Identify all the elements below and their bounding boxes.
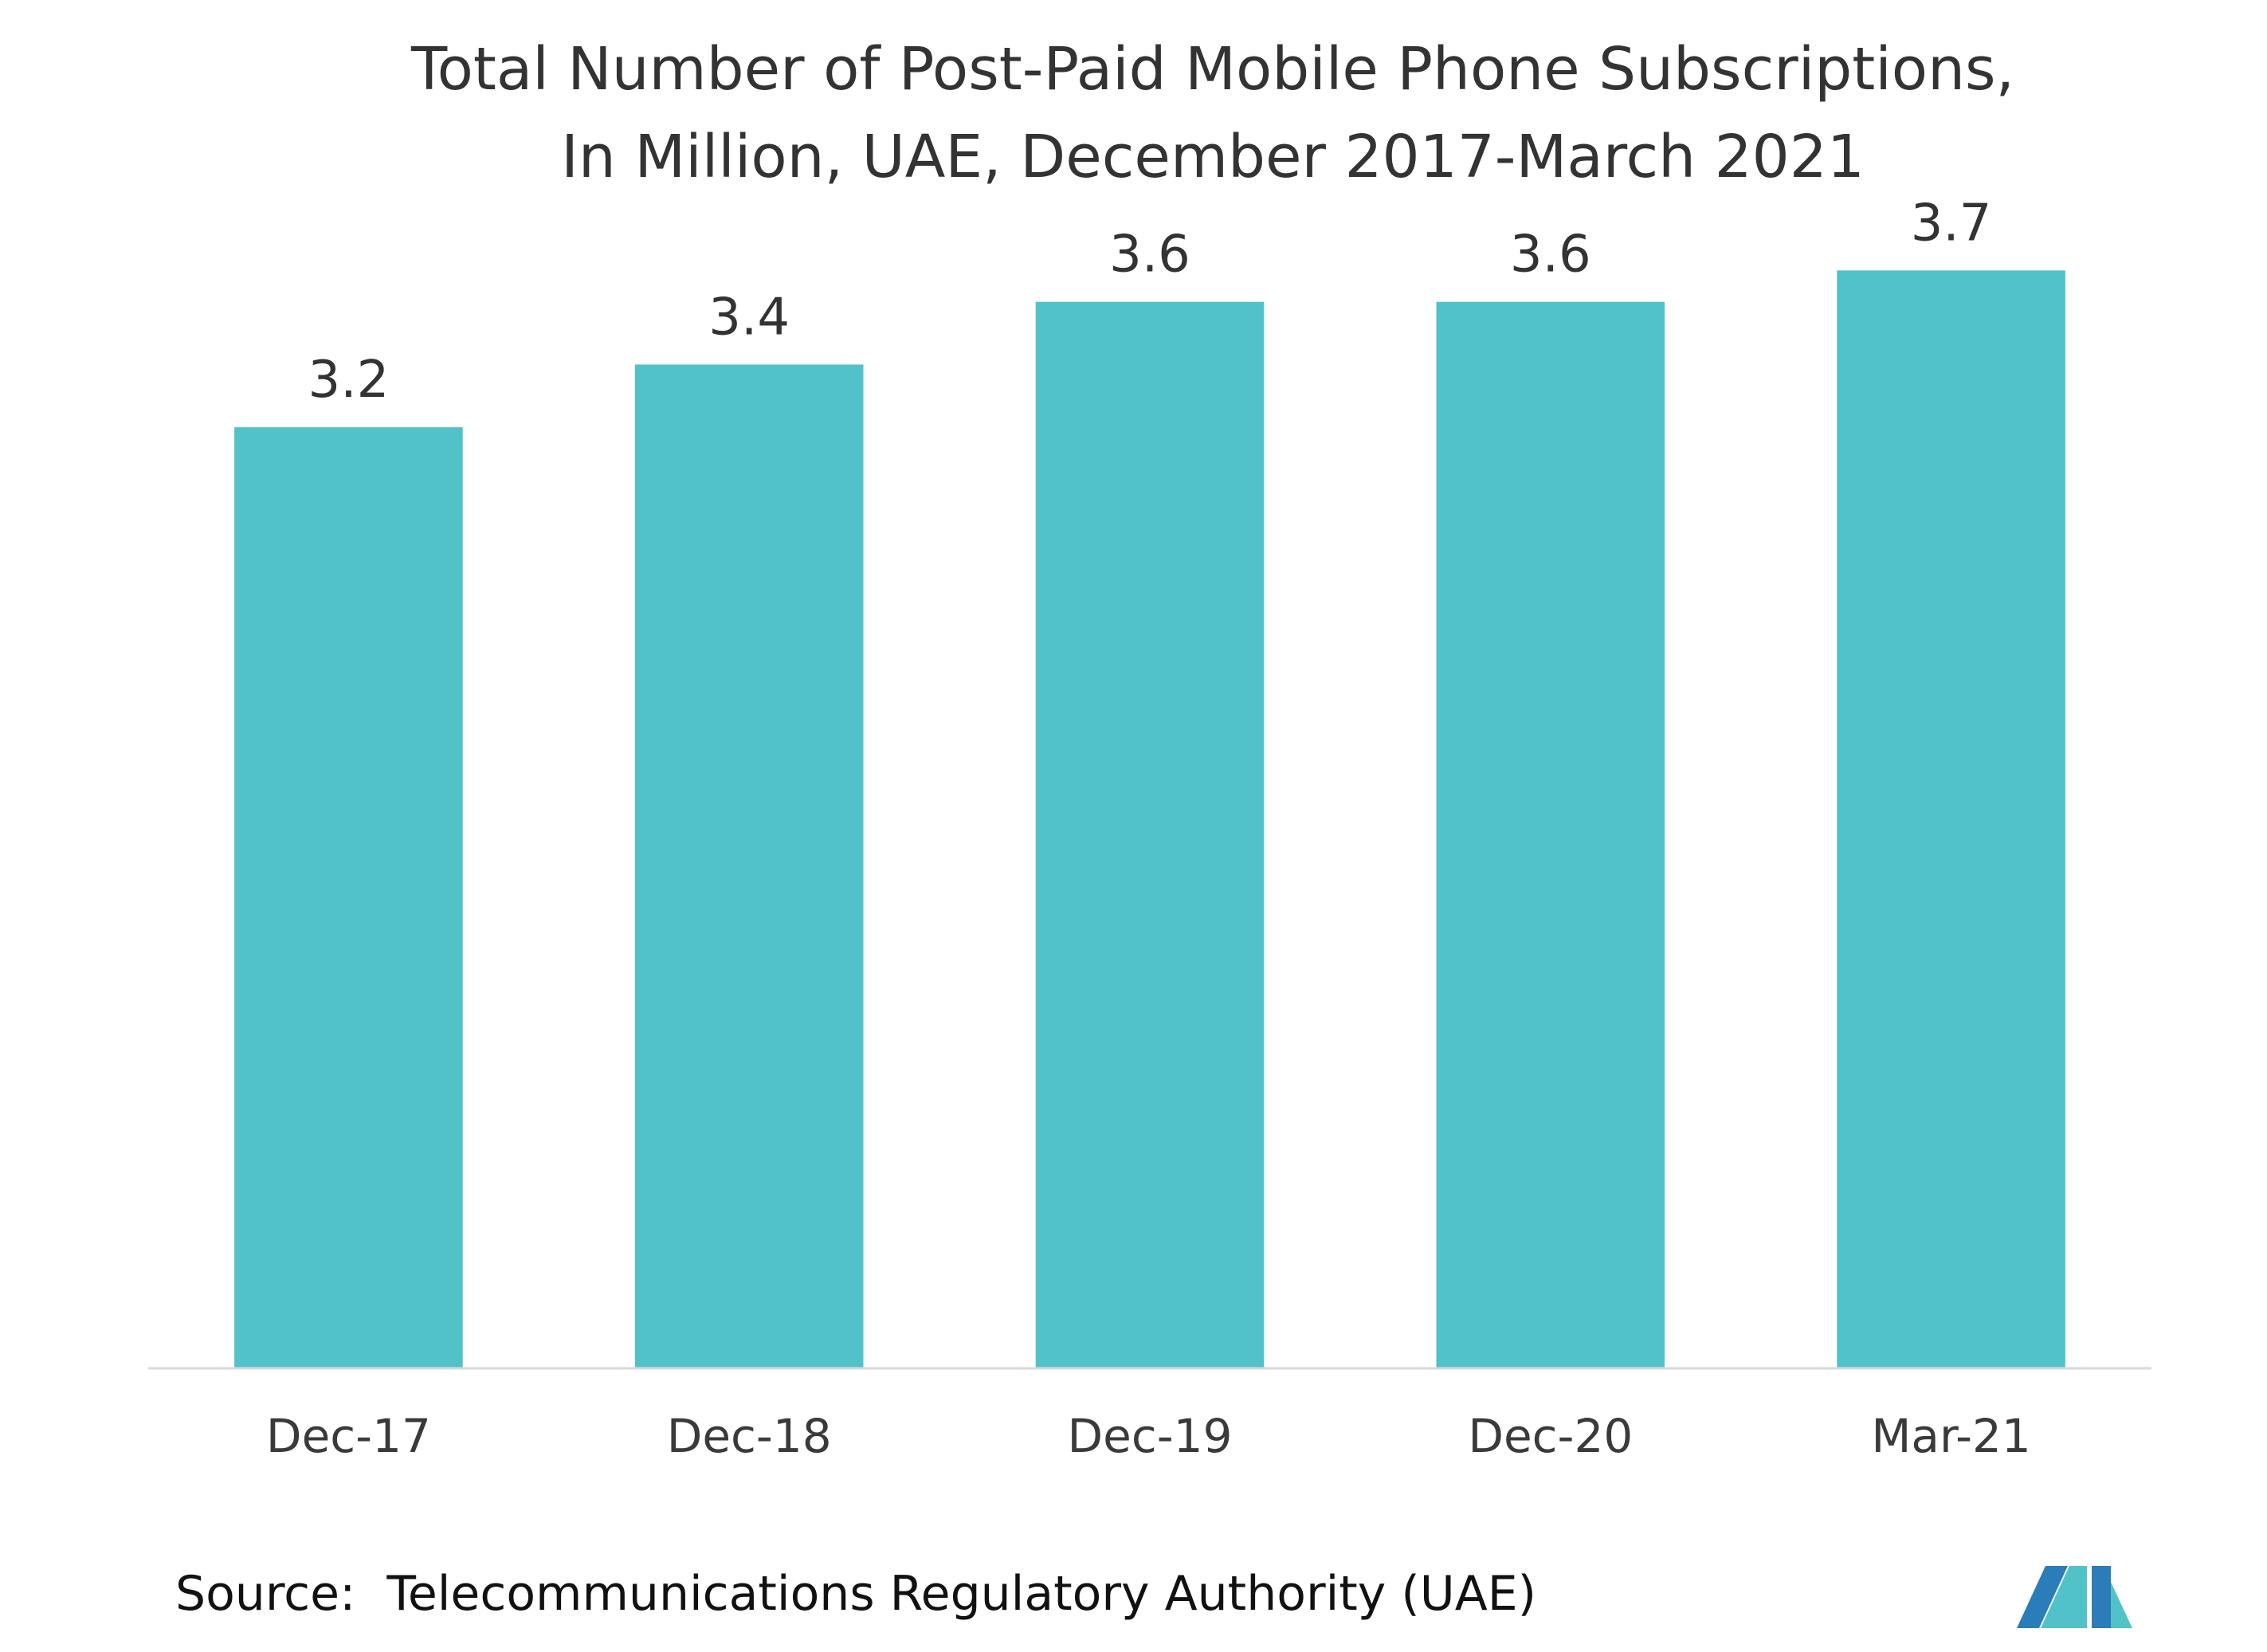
data-labels: 3.2 3.4 3.6 3.6 3.7	[308, 194, 1992, 410]
logo-shape-light-middle	[2041, 1566, 2087, 1628]
logo-shape-dark-left	[2017, 1566, 2068, 1628]
x-axis-tick-label: Dec-17	[266, 1409, 431, 1463]
x-axis-tick-label: Mar-21	[1871, 1409, 2030, 1463]
x-axis-tick-label: Dec-19	[1068, 1409, 1233, 1463]
data-label: 3.6	[1109, 226, 1190, 284]
chart-title-line-1: Total Number of Post-Paid Mobile Phone S…	[410, 35, 2014, 104]
data-label: 3.4	[708, 288, 790, 347]
mordor-intelligence-logo-icon	[2017, 1566, 2132, 1628]
logo-shape-light-right	[2111, 1582, 2132, 1628]
bar-mar-21	[1837, 270, 2065, 1369]
source-label: Source:	[175, 1566, 355, 1622]
x-axis-tick-labels: Dec-17 Dec-18 Dec-19 Dec-20 Mar-21	[266, 1409, 2031, 1463]
source-text: Source: Telecommunications Regulatory Au…	[175, 1566, 1536, 1622]
data-label: 3.6	[1510, 226, 1591, 284]
bar-dec-18	[634, 364, 864, 1368]
data-label: 3.2	[308, 351, 390, 410]
chart-title-line-2: In Million, UAE, December 2017-March 202…	[561, 123, 1865, 191]
bar-dec-17	[234, 427, 463, 1368]
source-note: Source: Telecommunications Regulatory Au…	[175, 1566, 1536, 1622]
chart-title: Total Number of Post-Paid Mobile Phone S…	[410, 35, 2014, 191]
bar-dec-20	[1436, 301, 1665, 1369]
logo-shape-dark-right	[2092, 1566, 2111, 1628]
bars	[234, 270, 2065, 1369]
x-axis-tick-label: Dec-20	[1468, 1409, 1633, 1463]
x-axis-tick-label: Dec-18	[667, 1409, 832, 1463]
source-value: Telecommunications Regulatory Authority …	[386, 1566, 1536, 1622]
bar-dec-19	[1035, 301, 1265, 1369]
data-label: 3.7	[1911, 194, 1992, 253]
